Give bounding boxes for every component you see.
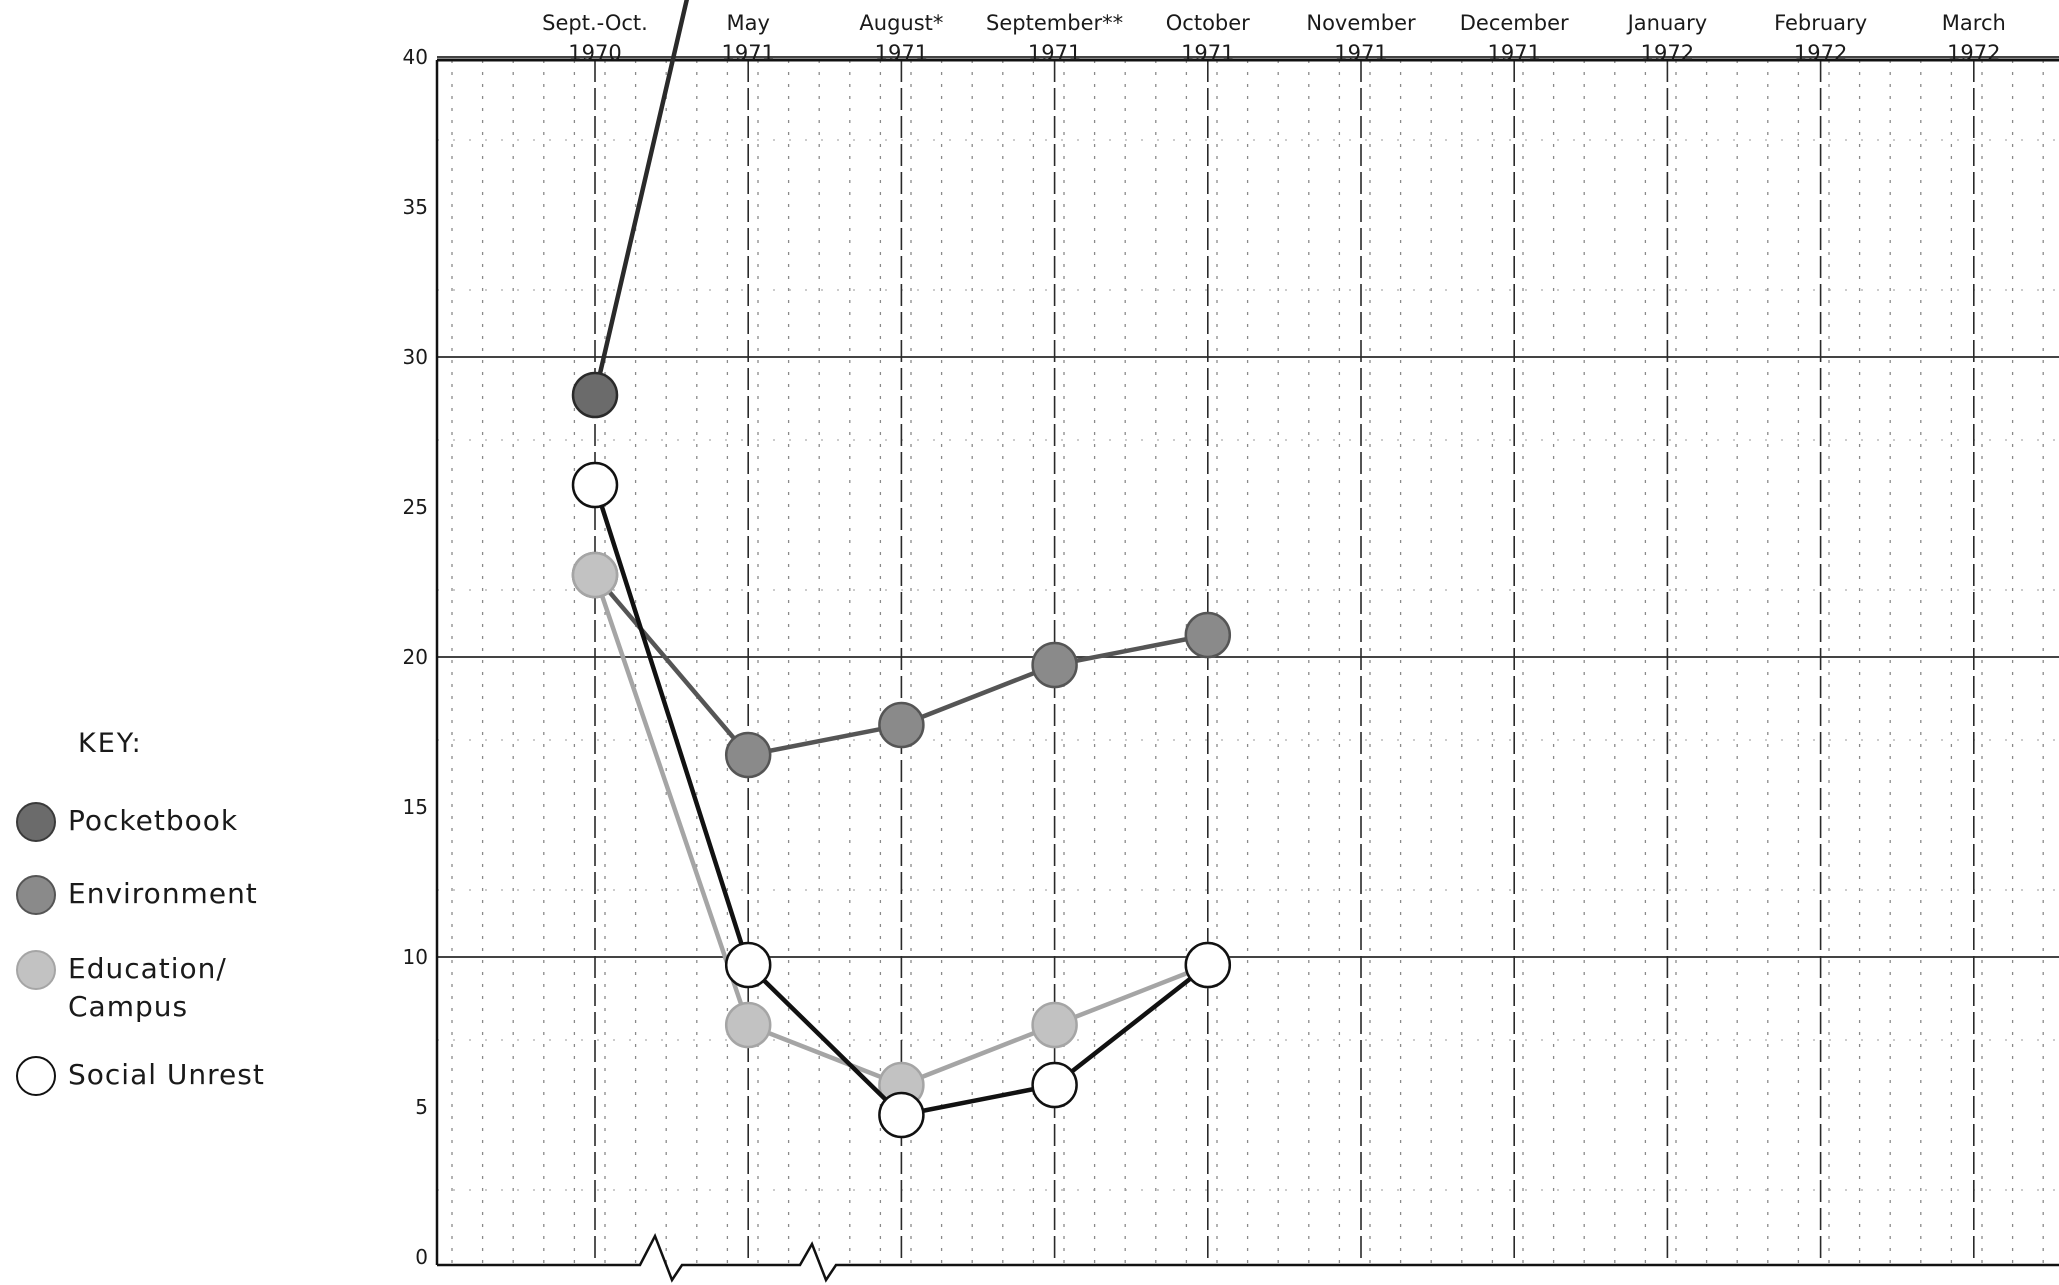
legend-item: Social Unrest xyxy=(16,1056,265,1096)
x-category-label: Sept.-Oct. xyxy=(542,11,648,35)
data-point xyxy=(1184,611,1232,659)
x-category-label: November xyxy=(1306,11,1416,35)
data-point xyxy=(724,941,772,989)
chart-axes xyxy=(435,58,2059,1283)
y-tick-label: 10 xyxy=(403,945,428,969)
legend-label: Pocketbook xyxy=(68,802,238,840)
legend-label-line: Social Unrest xyxy=(68,1058,265,1091)
legend-label: Social Unrest xyxy=(68,1056,265,1094)
legend-label-line: Pocketbook xyxy=(68,804,239,837)
legend-label-line: Environment xyxy=(68,877,258,910)
legend-item: Environment xyxy=(16,875,258,915)
legend-label-line: Campus xyxy=(68,990,189,1023)
x-category-label: 1971 xyxy=(1028,41,1081,65)
x-category-label: 1971 xyxy=(721,41,774,65)
series-social-unrest xyxy=(571,461,1232,1139)
y-tick-label: 30 xyxy=(403,345,428,369)
data-point xyxy=(1031,1061,1078,1109)
minor-vertical-gridlines xyxy=(451,60,2044,1265)
y-tick-label: 5 xyxy=(415,1095,428,1119)
x-category-label: 1972 xyxy=(1947,41,2000,65)
x-category-label: 1971 xyxy=(1487,41,1540,65)
data-point xyxy=(878,1091,925,1139)
x-category-label: May xyxy=(726,11,769,35)
data-point xyxy=(724,731,772,779)
data-point xyxy=(878,701,925,749)
legend-marker-icon xyxy=(16,1056,56,1096)
series-environment xyxy=(571,551,1232,779)
legend-item: Pocketbook xyxy=(16,802,238,842)
data-point xyxy=(1031,641,1078,689)
y-tick-label: 35 xyxy=(403,195,428,219)
x-category-label: August* xyxy=(859,11,943,35)
legend-marker-icon xyxy=(16,875,56,915)
chart-series xyxy=(571,0,1232,1139)
minor-horizontal-gridlines xyxy=(437,139,2059,1191)
series-pocketbook xyxy=(571,0,689,419)
x-category-label: September** xyxy=(986,11,1123,35)
legend-marker-icon xyxy=(16,802,56,842)
legend-title: KEY: xyxy=(78,728,143,759)
data-point xyxy=(571,461,619,509)
data-point xyxy=(571,371,619,419)
major-horizontal-gridlines xyxy=(437,56,2059,958)
y-tick-label: 25 xyxy=(403,495,428,519)
legend-item: Education/Campus xyxy=(16,950,227,1026)
data-point xyxy=(724,1001,772,1049)
y-tick-label: 40 xyxy=(403,45,428,69)
x-category-label: 1972 xyxy=(1641,41,1694,65)
x-category-label: October xyxy=(1166,11,1250,35)
data-point xyxy=(571,551,619,599)
y-tick-label: 15 xyxy=(403,795,428,819)
x-category-label: 1971 xyxy=(1334,41,1387,65)
legend-marker-icon xyxy=(16,950,56,990)
x-category-label: 1971 xyxy=(1181,41,1234,65)
major-vertical-gridlines xyxy=(594,60,1975,1265)
x-category-label: 1970 xyxy=(568,41,621,65)
data-point xyxy=(1184,941,1232,989)
data-point xyxy=(1031,1001,1078,1049)
x-axis-baseline xyxy=(437,1232,2059,1283)
x-category-label: February xyxy=(1774,11,1867,35)
legend-label: Education/Campus xyxy=(68,950,227,1026)
legend-label: Environment xyxy=(68,875,258,913)
x-category-label: 1972 xyxy=(1794,41,1847,65)
x-category-label: January xyxy=(1626,11,1708,35)
axis-labels: 0510152025303540455055606570Sept.-Oct.19… xyxy=(403,11,2006,1269)
x-category-label: December xyxy=(1460,11,1569,35)
y-tick-label: 0 xyxy=(415,1245,428,1269)
legend-label-line: Education/ xyxy=(68,952,227,985)
chart-grid xyxy=(437,56,2059,1265)
y-tick-label: 20 xyxy=(403,645,428,669)
x-category-label: March xyxy=(1942,11,2006,35)
x-category-label: 1971 xyxy=(875,41,928,65)
